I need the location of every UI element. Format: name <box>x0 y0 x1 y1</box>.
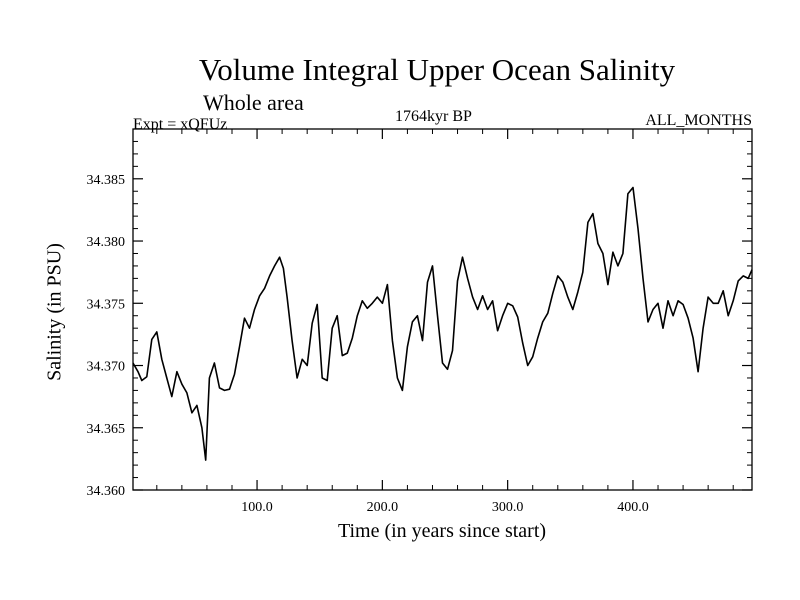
period-label: 1764kyr BP <box>395 108 472 125</box>
plot-axes: 100.0 200.0 300.0 400.0 34.360 34.365 34.370 34… <box>87 128 753 515</box>
x-tick-label: 300.0 <box>492 500 524 515</box>
plot-frame <box>132 128 753 491</box>
y-tick-label: 34.360 <box>87 484 126 499</box>
y-tick-label: 34.385 <box>87 173 126 188</box>
x-tick-label: 200.0 <box>367 500 399 515</box>
months-label: ALL_MONTHS <box>645 112 752 129</box>
y-tick-label: 34.375 <box>87 297 126 312</box>
x-axis-label: Time (in years since start) <box>337 520 547 542</box>
y-tick-label: 34.380 <box>87 235 126 250</box>
salinity-series-line <box>132 186 753 461</box>
chart-title: Volume Integral Upper Ocean Salinity <box>198 52 676 87</box>
x-tick-label: 100.0 <box>241 500 273 515</box>
chart-subtitle: Whole area <box>203 90 304 115</box>
y-tick-label: 34.365 <box>87 422 126 437</box>
plot-data <box>132 186 753 461</box>
y-tick-label: 34.370 <box>87 360 126 375</box>
x-tick-label: 400.0 <box>617 500 649 515</box>
